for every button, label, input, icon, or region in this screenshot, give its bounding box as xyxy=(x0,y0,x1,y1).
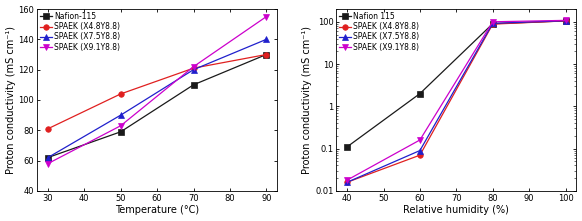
SPAEK (X9.1Y8.8) xyxy=(190,65,197,68)
X-axis label: Temperature (°C): Temperature (°C) xyxy=(115,206,199,215)
SPAEK (X7.5Y8.8) xyxy=(343,181,350,184)
Nafion 115 xyxy=(416,92,423,95)
Nafion 115 xyxy=(562,20,569,22)
SPAEK (X4.8Y8.8) xyxy=(343,181,350,184)
SPAEK (X4.8Y8.8) xyxy=(190,67,197,69)
SPAEK (X9.1Y8.8) xyxy=(343,179,350,181)
Line: Nafion-115: Nafion-115 xyxy=(45,52,269,160)
SPAEK (X7.5Y8.8) xyxy=(44,156,51,159)
Nafion-115 xyxy=(44,156,51,159)
SPAEK (X4.8Y8.8) xyxy=(117,93,124,95)
Line: SPAEK (X4.8Y8.8): SPAEK (X4.8Y8.8) xyxy=(45,52,269,131)
Nafion 115 xyxy=(343,146,350,148)
SPAEK (X7.5Y8.8) xyxy=(416,149,423,152)
Y-axis label: Proton conductivity (mS cm⁻¹): Proton conductivity (mS cm⁻¹) xyxy=(302,26,313,174)
Line: SPAEK (X9.1Y8.8): SPAEK (X9.1Y8.8) xyxy=(45,14,269,166)
Legend: Nafion 115, SPAEK (X4.8Y8.8), SPAEK (X7.5Y8.8), SPAEK (X9.1Y8.8): Nafion 115, SPAEK (X4.8Y8.8), SPAEK (X7.… xyxy=(339,11,420,52)
Nafion 115 xyxy=(489,22,496,25)
SPAEK (X9.1Y8.8) xyxy=(44,162,51,165)
Line: Nafion 115: Nafion 115 xyxy=(345,18,568,150)
SPAEK (X4.8Y8.8) xyxy=(263,53,270,56)
SPAEK (X7.5Y8.8) xyxy=(263,38,270,41)
SPAEK (X9.1Y8.8) xyxy=(562,19,569,22)
Legend: Nafion-115, SPAEK (X4.8Y8.8), SPAEK (X7.5Y8.8), SPAEK (X9.1Y8.8): Nafion-115, SPAEK (X4.8Y8.8), SPAEK (X7.… xyxy=(39,11,120,52)
Y-axis label: Proton conductivity (mS cm⁻¹): Proton conductivity (mS cm⁻¹) xyxy=(6,26,16,174)
Line: SPAEK (X7.5Y8.8): SPAEK (X7.5Y8.8) xyxy=(345,18,568,185)
SPAEK (X4.8Y8.8) xyxy=(44,128,51,130)
SPAEK (X7.5Y8.8) xyxy=(489,22,496,25)
SPAEK (X7.5Y8.8) xyxy=(117,114,124,116)
Nafion-115 xyxy=(263,53,270,56)
Line: SPAEK (X9.1Y8.8): SPAEK (X9.1Y8.8) xyxy=(345,18,568,183)
SPAEK (X9.1Y8.8) xyxy=(416,139,423,141)
SPAEK (X9.1Y8.8) xyxy=(263,15,270,18)
SPAEK (X9.1Y8.8) xyxy=(117,124,124,127)
Line: SPAEK (X4.8Y8.8): SPAEK (X4.8Y8.8) xyxy=(345,18,568,185)
SPAEK (X4.8Y8.8) xyxy=(562,20,569,22)
Nafion-115 xyxy=(190,84,197,86)
SPAEK (X7.5Y8.8) xyxy=(190,68,197,71)
SPAEK (X4.8Y8.8) xyxy=(489,23,496,25)
SPAEK (X7.5Y8.8) xyxy=(562,19,569,22)
Nafion-115 xyxy=(117,130,124,133)
X-axis label: Relative humidity (%): Relative humidity (%) xyxy=(403,206,509,215)
SPAEK (X9.1Y8.8) xyxy=(489,21,496,23)
Line: SPAEK (X7.5Y8.8): SPAEK (X7.5Y8.8) xyxy=(45,37,269,160)
SPAEK (X4.8Y8.8) xyxy=(416,154,423,156)
